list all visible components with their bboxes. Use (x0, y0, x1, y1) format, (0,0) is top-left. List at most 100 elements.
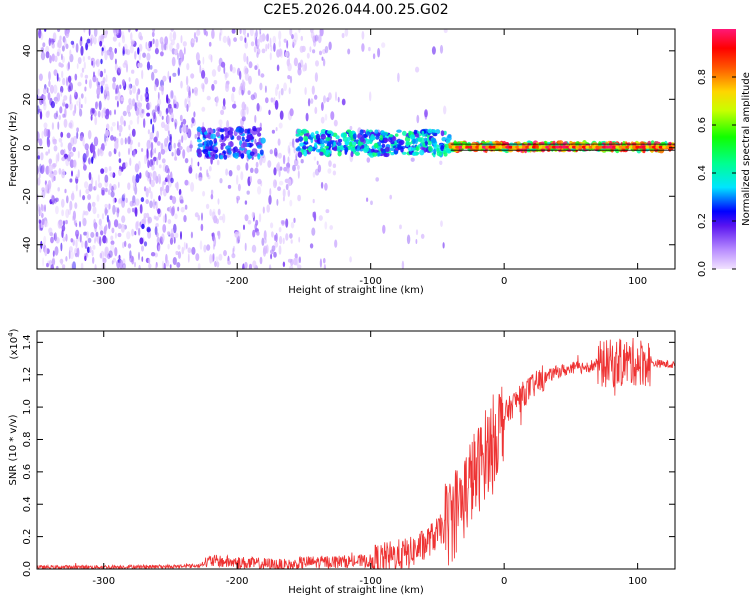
spectrogram-signal-cell (229, 127, 234, 132)
spectrogram-noise-cell (43, 127, 48, 137)
spectrogram-noise-cell (93, 71, 95, 78)
spectrogram-noise-cell (112, 184, 117, 191)
spectrogram-noise-cell (145, 187, 149, 198)
spectrogram-noise-cell (112, 204, 116, 215)
spectrogram-noise-cell (132, 175, 136, 184)
spectrogram-noise-cell (259, 256, 263, 265)
spectrogram-noise-cell (101, 189, 105, 196)
spectrogram-noise-cell (312, 49, 316, 54)
spectrogram-noise-cell (222, 35, 228, 44)
spectrogram-carrier-cell (645, 145, 650, 149)
spectrogram-noise-cell (154, 47, 159, 55)
spectrogram-noise-cell (149, 159, 154, 168)
spectrogram-noise-cell (284, 51, 288, 57)
spectrogram-noise-cell (276, 83, 280, 90)
spectrogram-noise-cell (65, 30, 70, 39)
spectrogram-noise-cell (72, 215, 75, 221)
spectrogram-noise-cell (265, 97, 269, 104)
spectrogram-noise-cell (243, 52, 247, 63)
spectrogram-noise-cell (66, 195, 69, 204)
spectrogram-noise-cell (136, 101, 139, 107)
spectrogram-noise-cell (116, 29, 119, 36)
spectrogram-noise-cell (320, 181, 324, 189)
spectrogram-noise-cell (61, 70, 64, 79)
spectrogram-carrier-cell (612, 145, 617, 149)
spectrogram-signal-cell (381, 132, 388, 136)
colorbar-tick-label: 0.4 (697, 165, 708, 181)
spectrogram-noise-cell (101, 49, 104, 56)
spectrogram-noise-cell (87, 194, 92, 200)
spectrogram-signal-cell (213, 146, 218, 151)
spectrogram-signal-cell (431, 137, 437, 144)
spectrogram-noise-cell (131, 200, 137, 206)
spectrogram-noise-cell (135, 29, 138, 32)
spectrogram-noise-cell (84, 74, 89, 79)
spectrogram-noise-cell (222, 98, 226, 107)
spectrogram-noise-cell (177, 67, 180, 77)
spectrogram-noise-cell (117, 181, 120, 189)
spectrogram-noise-cell (217, 65, 221, 72)
spectrogram-noise-cell (41, 218, 45, 226)
spectrogram-signal-cell (419, 149, 425, 156)
spectrogram-noise-cell (84, 255, 87, 262)
spectrogram-noise-cell (382, 224, 386, 234)
colorbar-tick-label: 0.6 (697, 117, 708, 133)
spectrogram-noise-cell (57, 39, 62, 49)
spectrogram-noise-cell (157, 106, 160, 115)
spectrogram-noise-cell (145, 170, 149, 178)
spectrogram-noise-cell (44, 204, 46, 212)
spectrogram-noise-cell (75, 229, 80, 238)
spectrogram-noise-cell (416, 114, 420, 124)
spectrogram-noise-cell (188, 86, 191, 97)
snr-scale-exponent: 4 (7, 332, 15, 337)
spectrogram-noise-cell (261, 237, 265, 246)
spectrogram-noise-cell (41, 130, 44, 139)
spectrogram-noise-cell (250, 94, 255, 101)
spectrogram-noise-cell (109, 50, 114, 61)
spectrogram-noise-cell (381, 42, 386, 48)
spectrogram-noise-cell (50, 38, 55, 45)
spectrogram-noise-cell (73, 220, 77, 226)
spectrogram-noise-cell (179, 199, 184, 204)
spectrogram-noise-cell (244, 242, 247, 252)
spectrogram-noise-cell (294, 253, 298, 259)
spectrogram-noise-cell (321, 49, 327, 55)
spectrogram-noise-cell (46, 87, 49, 94)
spectrogram-noise-cell (117, 66, 122, 73)
spectrogram-noise-cell (97, 85, 101, 90)
spectrogram-noise-cell (165, 184, 170, 194)
spectrogram-noise-cell (241, 89, 244, 96)
spectrogram-signal-cell (390, 140, 395, 145)
spectrogram-y-label: Frequency (Hz) (8, 111, 19, 187)
spectrogram-noise-cell (121, 215, 126, 223)
spectrogram-noise-cell (290, 221, 295, 229)
spectrogram-noise-cell (292, 164, 296, 172)
spectrogram-noise-cell (150, 40, 153, 48)
spectrogram-noise-cell (100, 80, 105, 86)
spectrogram-noise-cell (167, 219, 172, 225)
spectrogram-noise-cell (314, 211, 317, 222)
spectrogram-noise-cell (151, 31, 155, 38)
spectrogram-noise-cell (209, 208, 212, 217)
spectrogram-noise-cell (89, 246, 92, 253)
spectrogram-noise-cell (202, 83, 205, 93)
x-tick-label: 0 (501, 576, 507, 587)
spectrogram-noise-cell (100, 58, 103, 65)
x-tick-label: 100 (628, 576, 647, 587)
spectrogram-noise-cell (179, 114, 183, 122)
spectrogram-noise-cell (319, 258, 322, 268)
spectrogram-noise-cell (134, 78, 139, 87)
spectrogram-noise-cell (184, 158, 189, 164)
spectrogram-signal-cell (433, 148, 437, 155)
spectrogram-noise-cell (90, 107, 95, 116)
spectrogram-noise-cell (57, 121, 60, 130)
spectrogram-signal-cell (325, 149, 329, 156)
spectrogram-noise-cell (276, 198, 279, 206)
spectrogram-noise-cell (442, 242, 445, 249)
spectrogram-noise-cell (49, 173, 54, 178)
spectrogram-noise-cell (290, 239, 293, 244)
spectrogram-carrier-cell (505, 145, 510, 149)
spectrogram-noise-cell (58, 168, 62, 175)
spectrogram-noise-cell (38, 29, 42, 39)
spectrogram-signal-cell (367, 152, 373, 156)
